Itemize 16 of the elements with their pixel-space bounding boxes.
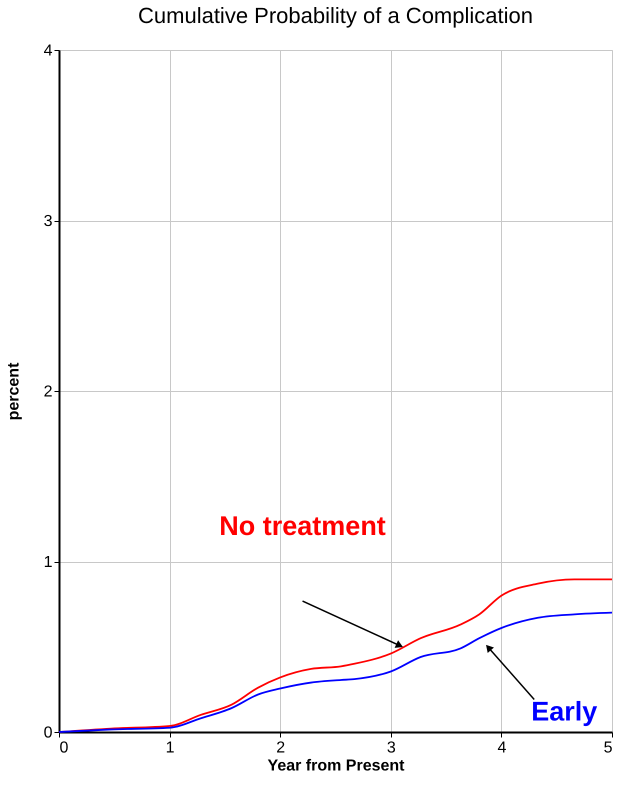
y-tick-label: 4: [44, 42, 53, 60]
y-axis-title: percent: [6, 362, 23, 420]
y-tick-label: 1: [44, 554, 53, 571]
annotation: Early: [531, 696, 598, 726]
y-tick-label: 3: [44, 213, 53, 230]
x-tick-label: 1: [166, 740, 175, 756]
x-tick-label: 3: [386, 740, 396, 756]
x-tick-label: 2: [276, 740, 286, 756]
x-tick-label: 0: [60, 740, 68, 756]
y-tick-label: 2: [44, 384, 53, 400]
chart-title: Cumulative Probability of a Complication: [138, 3, 533, 28]
x-tick-label: 5: [604, 740, 613, 756]
x-tick-label: 4: [497, 740, 506, 756]
x-axis-title: Year from Present: [268, 758, 406, 774]
annotation: No treatment: [219, 511, 386, 542]
y-tick-label: 0: [44, 724, 53, 742]
